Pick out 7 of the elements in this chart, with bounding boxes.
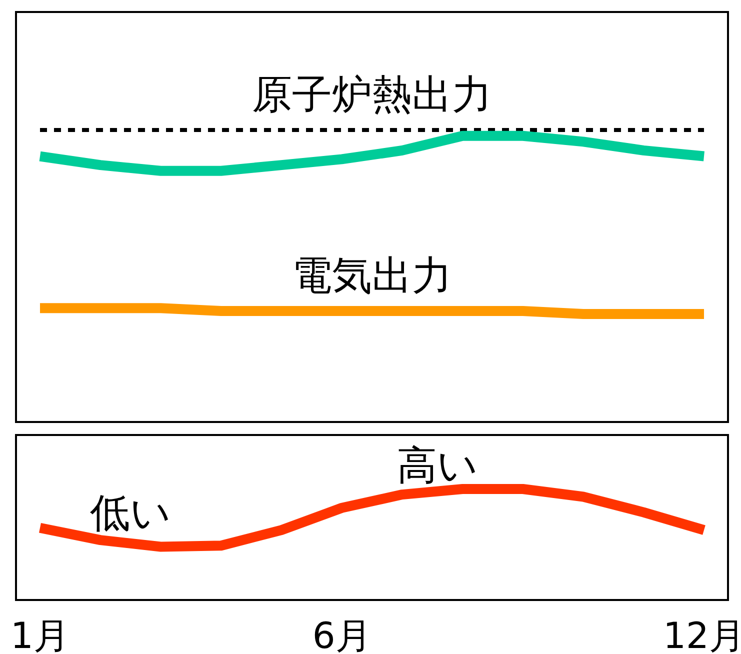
x-tick-label: 6月 <box>312 616 372 654</box>
series-label: 電気出力 <box>292 253 452 300</box>
annotation: 高い <box>397 443 478 489</box>
x-tick-label: 1月 <box>10 616 70 654</box>
annotation: 低い <box>90 490 172 537</box>
series-label: 原子炉熱出力 <box>252 72 492 118</box>
x-tick-label: 12月 <box>663 616 741 654</box>
